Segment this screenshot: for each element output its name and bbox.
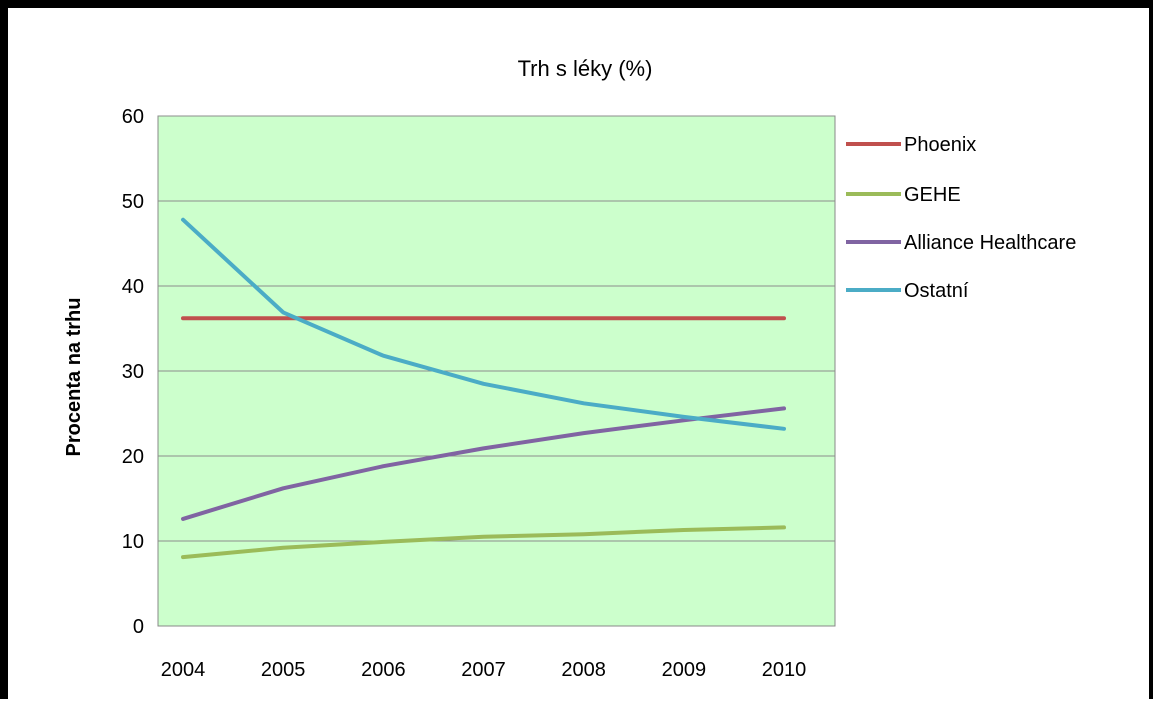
- x-tick-label: 2007: [461, 659, 506, 681]
- line-chart: Trh s léky (%) Procenta na trhu 0 10 20 30 4…: [8, 8, 1153, 707]
- x-tick-labels: 2004 2005 2006 2007 2008 2009 2010: [161, 659, 807, 681]
- y-tick-label: 30: [122, 361, 144, 383]
- y-tick-label: 50: [122, 191, 144, 213]
- x-tick-label: 2005: [261, 659, 306, 681]
- y-tick-label: 10: [122, 531, 144, 553]
- x-tick-label: 2009: [662, 659, 707, 681]
- y-tick-label: 0: [133, 616, 144, 638]
- x-tick-label: 2010: [762, 659, 807, 681]
- x-tick-label: 2004: [161, 659, 206, 681]
- legend-label-ostatn-: Ostatní: [904, 280, 969, 302]
- x-tick-label: 2008: [561, 659, 606, 681]
- legend-label-phoenix: Phoenix: [904, 134, 976, 156]
- y-tick-label: 60: [122, 106, 144, 128]
- legend: Phoenix GEHE Alliance Healthcare Ostatní: [846, 134, 1076, 302]
- chart-title: Trh s léky (%): [518, 56, 653, 81]
- legend-label-alliance-healthcare: Alliance Healthcare: [904, 232, 1076, 254]
- y-tick-labels: 0 10 20 30 40 50 60: [122, 106, 144, 638]
- y-tick-label: 20: [122, 446, 144, 468]
- legend-label-gehe: GEHE: [904, 184, 961, 206]
- y-axis-label: Procenta na trhu: [63, 298, 85, 457]
- x-tick-label: 2006: [361, 659, 406, 681]
- y-tick-label: 40: [122, 276, 144, 298]
